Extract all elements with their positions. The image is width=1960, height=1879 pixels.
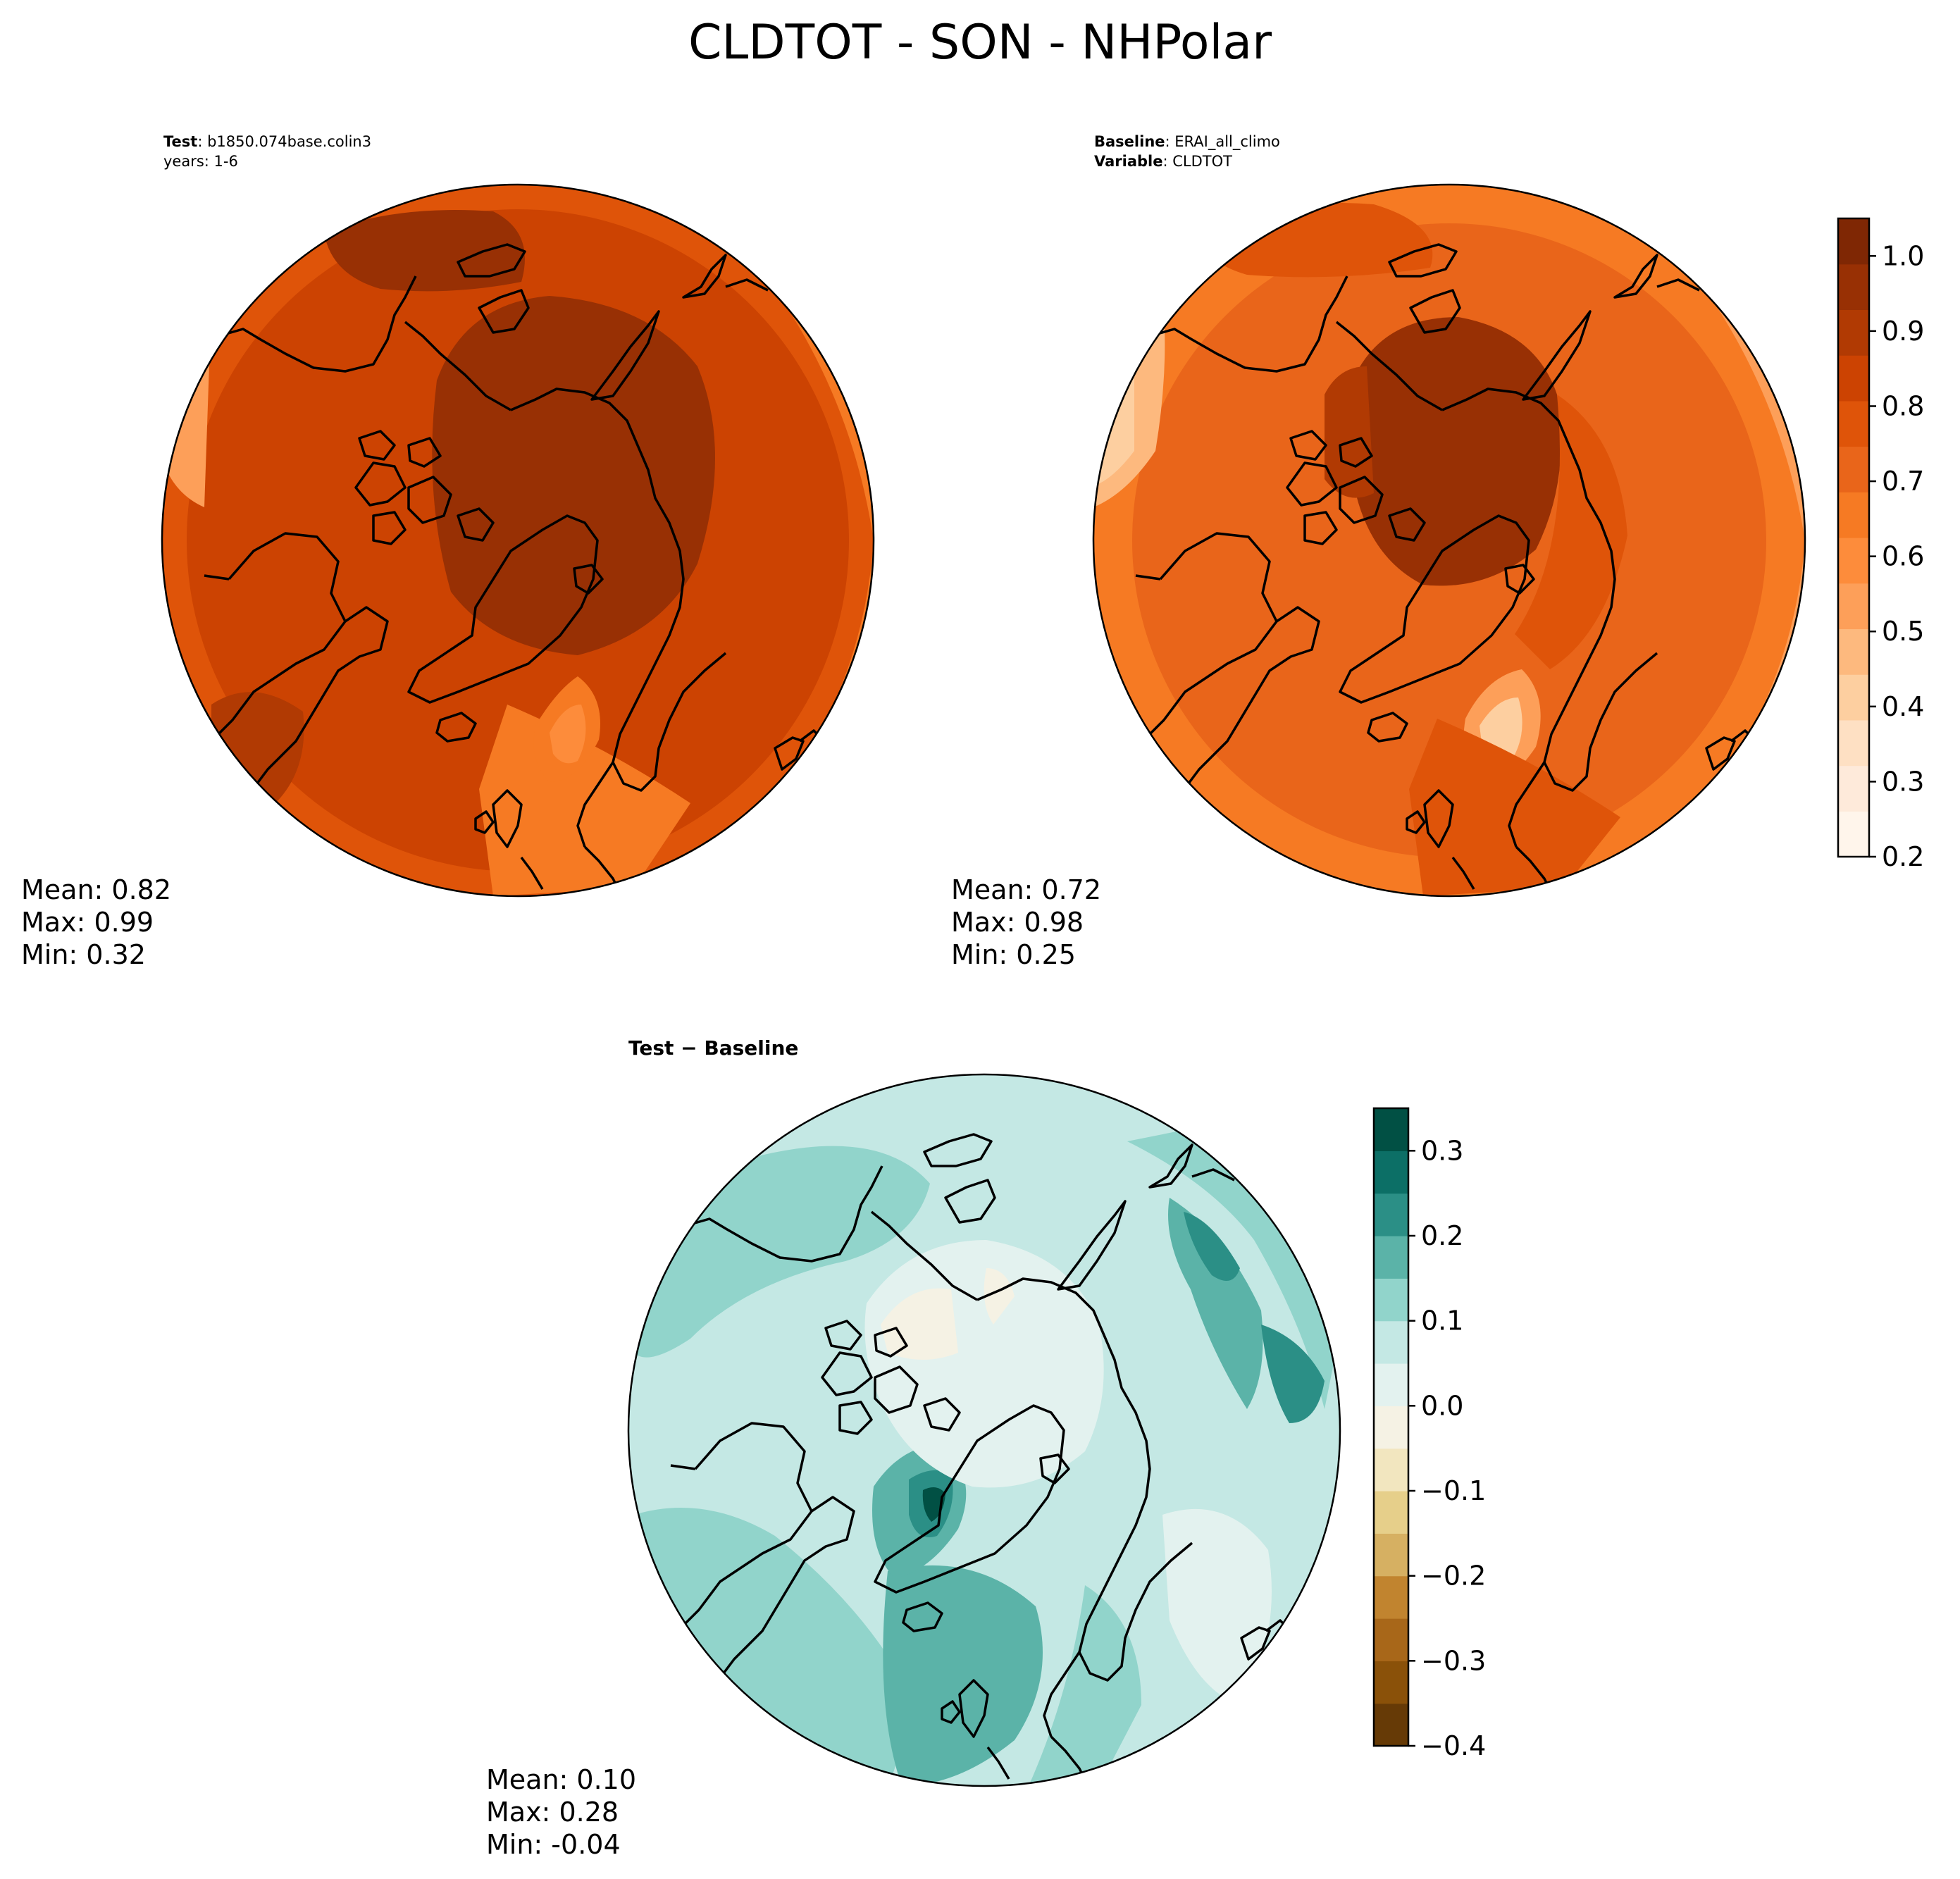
difference-stat-mean: Mean: 0.10 (486, 1764, 636, 1795)
colorbar-cloud-fraction-swatch (1838, 765, 1869, 812)
colorbar-difference-swatch (1374, 1661, 1408, 1704)
colorbar-difference-tick-label: −0.1 (1421, 1475, 1486, 1506)
colorbar-difference-swatch (1374, 1533, 1408, 1577)
baseline-map-boundary (1092, 183, 1806, 898)
colorbar-difference-swatch (1374, 1703, 1408, 1747)
colorbar-cloud-fraction-swatch (1838, 674, 1869, 721)
colorbar-cloud-fraction-swatch (1838, 263, 1869, 311)
colorbar-cloud-fraction-swatch (1838, 492, 1869, 538)
baseline-stat-max: Max: 0.98 (951, 907, 1084, 938)
colorbar-difference-swatch (1374, 1193, 1408, 1236)
colorbar-cloud-fraction-swatch (1838, 628, 1869, 675)
colorbar-difference-swatch (1374, 1278, 1408, 1322)
test-panel-years: years: 1-6 (163, 153, 238, 170)
colorbar-cloud-fraction-swatch (1838, 355, 1869, 402)
figure-title: CLDTOT - SON - NHPolar (688, 15, 1272, 70)
colorbar-difference-tick-label: −0.4 (1421, 1730, 1486, 1761)
difference-map-boundary (627, 1073, 1341, 1787)
colorbar-difference-swatch (1374, 1618, 1408, 1661)
baseline-panel: Baseline: ERAI_all_climo Variable: CLDTO… (951, 133, 1806, 970)
colorbar-difference-swatch (1374, 1575, 1408, 1619)
colorbar-difference-swatch (1374, 1108, 1408, 1151)
colorbar-difference-swatch (1374, 1491, 1408, 1534)
colorbar-difference-tick-label: 0.1 (1421, 1306, 1463, 1337)
colorbar-cloud-fraction-swatch (1838, 309, 1869, 356)
colorbar-cloud-fraction-swatch (1838, 538, 1869, 584)
test-panel-label: Test: b1850.074base.colin3 (163, 133, 371, 150)
difference-panel: Test − Baseline Me (486, 1036, 1341, 1860)
colorbar-difference-swatch (1374, 1151, 1408, 1194)
colorbar-cloud-fraction-tick-label: 0.5 (1882, 616, 1924, 647)
baseline-stat-min: Min: 0.25 (951, 939, 1076, 970)
colorbar-difference-swatch (1374, 1363, 1408, 1406)
colorbar-cloud-fraction-swatch (1838, 583, 1869, 630)
colorbar-cloud-fraction-swatch (1838, 719, 1869, 767)
test-stat-mean: Mean: 0.82 (21, 874, 171, 905)
colorbar-cloud-fraction: 0.2 0.3 0.4 0.5 0.6 0.7 0.8 0.9 1.0 (1837, 217, 1924, 872)
colorbar-difference-swatch (1374, 1236, 1408, 1279)
colorbar-cloud-fraction-swatch (1838, 218, 1869, 265)
colorbar-difference-tick-label: −0.2 (1421, 1561, 1486, 1592)
colorbar-difference-tick-label: 0.2 (1421, 1220, 1463, 1251)
difference-stat-min: Min: -0.04 (486, 1829, 621, 1860)
colorbar-cloud-fraction-frame (1837, 217, 1871, 858)
test-panel: Test: b1850.074base.colin3 years: 1-6 (21, 133, 875, 970)
colorbar-difference-tick-label: 0.3 (1421, 1135, 1463, 1166)
colorbar-difference-tick-label: −0.3 (1421, 1645, 1486, 1676)
test-stat-max: Max: 0.99 (21, 907, 154, 938)
colorbar-cloud-fraction-tick-label: 0.9 (1882, 316, 1924, 347)
colorbar-difference-swatch (1374, 1448, 1408, 1492)
colorbar-difference-tick-label: 0.0 (1421, 1390, 1463, 1421)
colorbar-difference-swatch (1374, 1406, 1408, 1449)
colorbar-cloud-fraction-tick-label: 1.0 (1882, 240, 1924, 271)
colorbar-cloud-fraction-tick-label: 0.6 (1882, 541, 1924, 572)
colorbar-cloud-fraction-tick-label: 0.4 (1882, 691, 1924, 722)
colorbar-cloud-fraction-swatch (1838, 446, 1869, 492)
baseline-panel-label: Baseline: ERAI_all_climo (1094, 133, 1280, 151)
test-map-boundary (161, 183, 875, 898)
colorbar-cloud-fraction-swatch (1838, 400, 1869, 447)
baseline-stat-mean: Mean: 0.72 (951, 874, 1101, 905)
difference-panel-title: Test − Baseline (628, 1036, 798, 1060)
colorbar-difference-swatch (1374, 1320, 1408, 1364)
colorbar-cloud-fraction-swatch (1838, 811, 1869, 857)
test-map (162, 185, 874, 896)
baseline-map (1093, 185, 1805, 896)
colorbar-cloud-fraction-tick-label: 0.7 (1882, 466, 1924, 497)
baseline-panel-variable: Variable: CLDTOT (1094, 153, 1232, 170)
difference-stat-max: Max: 0.28 (486, 1797, 619, 1828)
colorbar-cloud-fraction-tick-label: 0.2 (1882, 841, 1924, 872)
colorbar-cloud-fraction-tick-label: 0.8 (1882, 390, 1924, 421)
colorbar-difference-frame (1372, 1107, 1410, 1747)
colorbar-cloud-fraction-tick-label: 0.3 (1882, 766, 1924, 797)
test-stat-min: Min: 0.32 (21, 939, 146, 970)
difference-map (628, 1074, 1340, 1786)
colorbar-difference: −0.4 −0.3 −0.2 −0.1 0.0 0.1 0.2 0.3 (1372, 1107, 1486, 1761)
